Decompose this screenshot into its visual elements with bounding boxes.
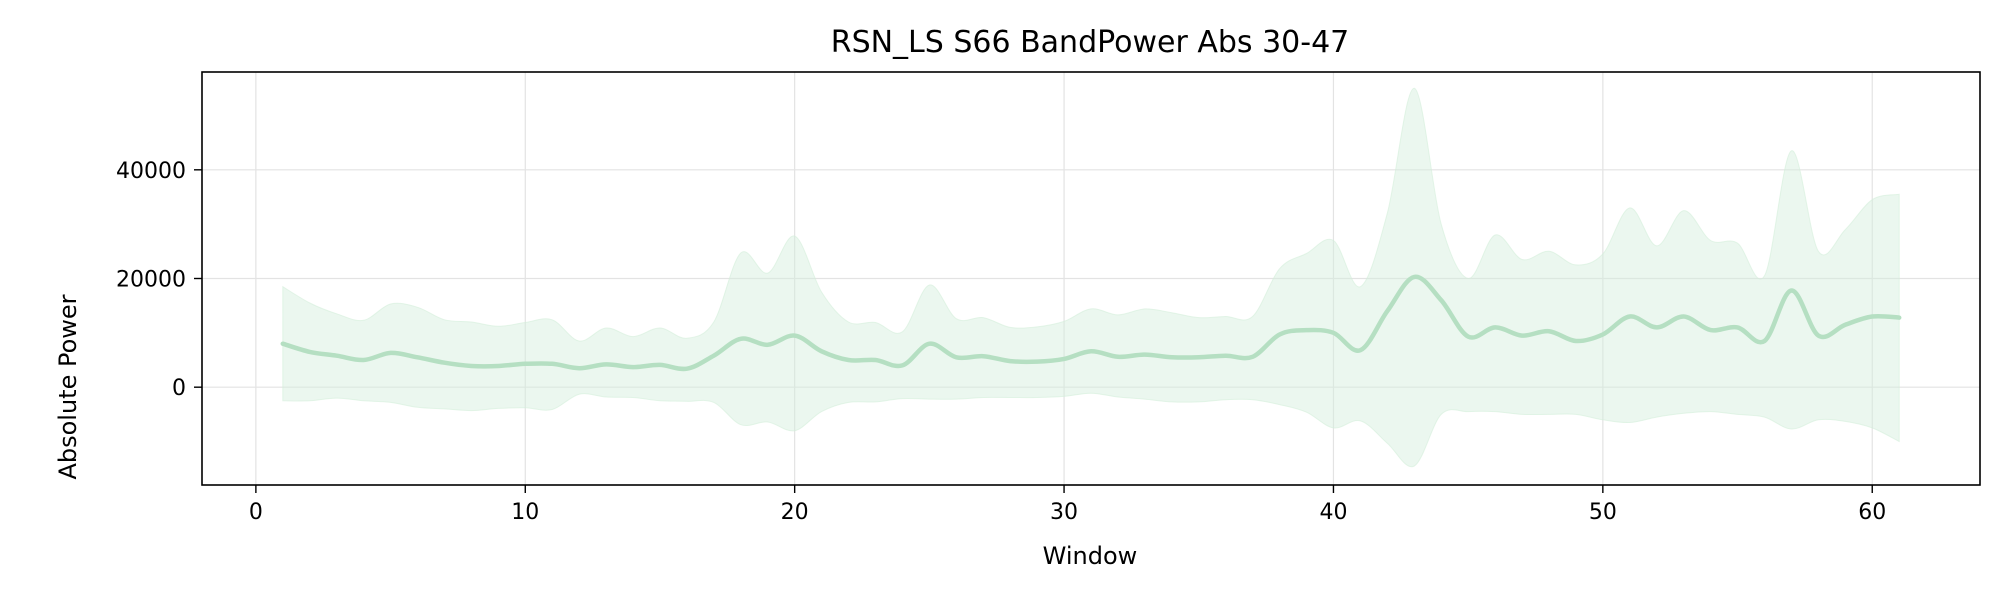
x-tick-label: 60: [1858, 500, 1886, 525]
x-tick-label: 0: [249, 500, 263, 525]
y-tick-label: 20000: [116, 268, 186, 293]
std-band: [282, 87, 1900, 468]
x-tick-label: 30: [1050, 500, 1078, 525]
y-tick-label: 0: [172, 376, 186, 401]
y-tick-label: 40000: [116, 159, 186, 184]
x-tick-label: 20: [781, 500, 809, 525]
grid: [202, 72, 1980, 485]
axis-ticks: 0 10 20 30 40 50 60 0 20000 40000: [116, 159, 1886, 525]
x-tick-label: 40: [1319, 500, 1347, 525]
x-axis-label: Window: [1043, 542, 1138, 570]
x-tick-label: 50: [1589, 500, 1617, 525]
y-axis-label: Absolute Power: [54, 294, 82, 479]
x-tick-label: 10: [511, 500, 539, 525]
mean-line: [280, 274, 1902, 372]
chart-title: RSN_LS S66 BandPower Abs 30-47: [831, 25, 1350, 60]
